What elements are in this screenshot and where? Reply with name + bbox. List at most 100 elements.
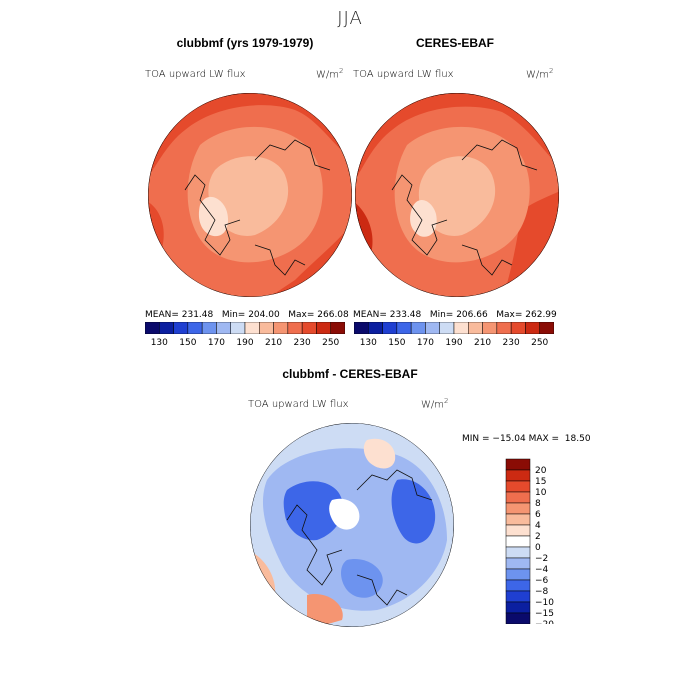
diff-colorbar-cell [505,513,531,526]
diff-field-region-positive-ne [363,438,396,469]
model-polar-map [148,93,352,297]
diff-coastline-canada [286,504,343,586]
obs-coastline-europe [461,244,513,276]
diff-colorbar-tick-label: −4 [535,565,549,575]
diff-colorbar-tick-label: 6 [535,510,541,520]
diff-units-label: W/m2 [421,397,449,411]
obs-colorbar-cell [453,322,469,334]
model-colorbar-cell [259,322,274,334]
diff-polar-map [250,423,454,627]
diff-colorbar-cell [505,491,531,504]
model-colorbar-tick-label: 190 [236,338,253,348]
model-colorbar-cell [287,322,303,334]
model-colorbar-cell [316,322,331,334]
diff-stats-label: MIN = −15.04 MAX = 18.50 [462,434,591,444]
diff-colorbar-tick-label: −20 [535,620,554,624]
obs-field-region-low [418,156,496,236]
diff-colorbar-tick-label: −10 [535,598,554,608]
model-colorbar-tick-label: 250 [322,338,339,348]
obs-coastline-canada [391,174,448,256]
obs-colorbar [354,322,554,334]
diff-colorbar-cell [505,612,531,624]
diff-colorbar-cell [505,502,531,515]
obs-colorbar-cell [510,322,526,334]
diff-variable-label: TOA upward LW flux [248,399,349,410]
obs-colorbar-tick-label: 150 [388,338,405,348]
diff-colorbar-cell [505,469,531,482]
model-colorbar-cell [330,322,345,334]
diff-colorbar-tick-label: 0 [535,543,541,553]
model-colorbar-cell [145,322,160,334]
diff-colorbar-tick-label: −2 [535,554,548,564]
obs-colorbar-tick-label: 250 [531,338,548,348]
diff-colorbar-tick-label: 2 [535,532,541,542]
obs-colorbar-cell [539,322,554,334]
model-colorbar-cell [173,322,189,334]
diff-colorbar-tick-label: 15 [535,477,546,487]
diff-colorbar-tick-label: 8 [535,499,541,509]
model-colorbar-tick-label: 150 [179,338,196,348]
model-units-label: W/m2 [316,67,344,81]
obs-colorbar-tick-label: 230 [503,338,520,348]
obs-colorbar-tick-label: 190 [445,338,462,348]
obs-colorbar-cell [468,322,483,334]
model-coastline-canada [184,174,241,256]
model-panel-title: clubbmf (yrs 1979-1979) [176,36,314,50]
diff-field-region-pale-center [329,498,360,530]
diff-panel-title: clubbmf - CERES-EBAF [282,367,418,381]
model-field-region-high [148,93,352,180]
obs-colorbar-tick-label: 170 [417,338,434,348]
obs-colorbar-tick-label: 130 [360,338,377,348]
diff-coastline-siberia [356,469,433,501]
model-colorbar-cell [187,322,203,334]
model-variable-label: TOA upward LW flux [145,69,246,80]
model-field-region-low [208,156,289,236]
diff-colorbar-cell [505,524,531,537]
obs-panel-title: CERES-EBAF [415,36,494,50]
diff-colorbar-tick-label: 4 [535,521,541,531]
model-colorbar-tick-label: 130 [151,338,168,348]
diff-colorbar-tick-label: 10 [535,488,547,498]
diff-colorbar-cell [505,557,531,570]
obs-colorbar-ticks: 130150170190210230250270 [360,338,549,348]
model-stats-label: MEAN= 231.48 Min= 204.00 Max= 266.08 [145,310,349,320]
obs-colorbar-cell [368,322,383,334]
diff-field-region-strong-negative [283,481,343,541]
model-colorbar-ticks: 130150170190210230250270 [151,338,340,348]
obs-field-region-high [355,93,559,185]
diff-colorbar-tick-label: −15 [535,609,554,619]
obs-stats-label: MEAN= 233.48 Min= 206.66 Max= 262.99 [353,310,557,320]
obs-variable-label: TOA upward LW flux [353,69,454,80]
diff-colorbar-cell [505,480,531,493]
obs-colorbar-cell [482,322,498,334]
obs-polar-map [355,93,559,297]
diff-colorbar-cell [505,546,531,559]
model-colorbar-cell [273,322,289,334]
model-colorbar-tick-label: 230 [294,338,311,348]
model-colorbar [145,322,345,334]
diff-field-region-strong-negative-east [391,479,436,544]
diff-colorbar-tick-label: 20 [535,466,547,476]
model-coastline-siberia [254,139,331,171]
obs-colorbar-cell [396,322,412,334]
obs-colorbar-cell [410,322,426,334]
model-colorbar-cell [159,322,174,334]
diff-colorbar-cell [505,458,531,471]
obs-colorbar-cell [354,322,369,334]
diff-colorbar-cell [505,590,531,603]
diff-colorbar-cell [505,535,531,548]
diff-colorbar-cell [505,601,531,614]
obs-colorbar-cell [382,322,398,334]
page-title: JJA [337,8,363,29]
diff-colorbar-tick-label: −8 [535,587,549,597]
model-coastline-europe [254,244,306,276]
obs-coastline-siberia [461,139,538,171]
diff-field-region-strong-negative-south [341,559,383,598]
diff-colorbar-tick-label: −6 [535,576,549,586]
obs-colorbar-tick-label: 210 [474,338,491,348]
obs-units-label: W/m2 [526,67,554,81]
model-colorbar-cell [216,322,231,334]
model-field-region-greenland [198,196,229,237]
model-colorbar-cell [230,322,246,334]
